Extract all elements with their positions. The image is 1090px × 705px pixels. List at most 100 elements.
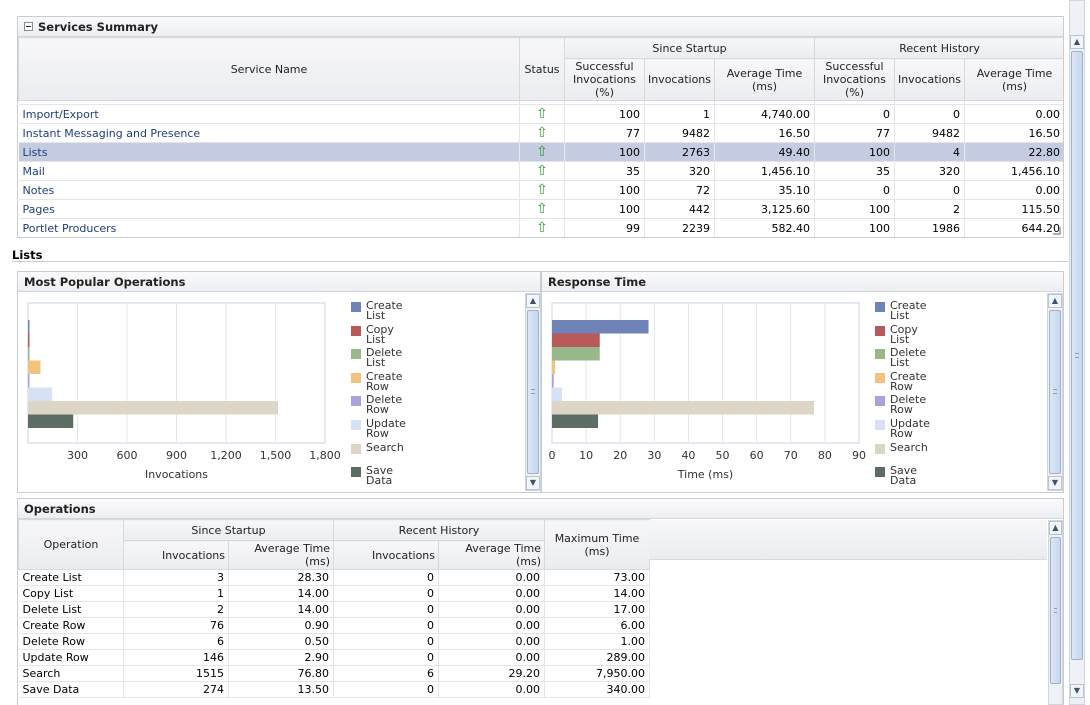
table-row[interactable]: Create List 3 28.30 0 0.00 73.00 xyxy=(18,569,650,586)
col-recent-avg-time[interactable]: Average Time (ms) xyxy=(963,58,1063,101)
col-service-name[interactable]: Service Name xyxy=(18,37,520,101)
bar-search[interactable] xyxy=(552,401,814,415)
service-name-link[interactable]: Lists xyxy=(18,142,520,162)
up-arrow-icon: ⇧ xyxy=(536,201,548,217)
scroll-up-icon[interactable]: ▲ xyxy=(1049,521,1062,535)
service-s-succ: 99 xyxy=(564,218,645,237)
bar-create-row[interactable] xyxy=(552,360,556,375)
legend-label: Create List xyxy=(366,299,403,322)
bar-delete-list[interactable] xyxy=(28,347,30,361)
legend-swatch xyxy=(875,325,885,336)
legend-swatch xyxy=(875,372,885,383)
service-name-link[interactable]: Mail xyxy=(18,161,520,181)
bar-update-row[interactable] xyxy=(552,387,562,402)
col-avg-time[interactable]: Average Time (ms) xyxy=(228,540,334,570)
scroll-down-icon[interactable]: ▼ xyxy=(1048,476,1062,490)
bar-save-data[interactable] xyxy=(552,414,599,429)
service-r-avg: 0.00 xyxy=(964,180,1063,200)
x-axis-label: Invocations xyxy=(145,468,208,481)
col-group-since-startup: Since Startup xyxy=(564,37,815,59)
bar-update-row[interactable] xyxy=(28,387,53,402)
bar-delete-row[interactable] xyxy=(28,374,30,388)
scroll-down-icon[interactable]: ▼ xyxy=(1070,684,1084,698)
scroll-thumb[interactable] xyxy=(1049,310,1061,474)
service-s-avg: 49.40 xyxy=(714,142,815,162)
legend-swatch xyxy=(875,349,885,360)
table-row[interactable]: Update Row 146 2.90 0 0.00 289.00 xyxy=(18,649,650,666)
col-recent-invocations[interactable]: Invocations xyxy=(894,58,965,101)
scroll-up-icon[interactable]: ▲ xyxy=(1070,35,1084,49)
col-avg-time[interactable]: Average Time (ms) xyxy=(714,58,815,101)
table-row[interactable]: Pages ⇧ 100 442 3,125.60 100 2 115.50 xyxy=(18,199,1063,219)
table-row[interactable]: Notes ⇧ 100 72 35.10 0 0 0.00 xyxy=(18,180,1063,200)
scroll-thumb[interactable] xyxy=(1071,51,1083,660)
table-row[interactable]: Copy List 1 14.00 0 0.00 14.00 xyxy=(18,585,650,602)
legend-label: Delete List xyxy=(366,346,403,370)
operation-name: Create List xyxy=(18,569,124,586)
table-row[interactable]: Portlet Producers ⇧ 99 2239 582.40 100 1986 644… xyxy=(18,218,1063,237)
operation-s-inv: 274 xyxy=(123,681,229,698)
scroll-thumb[interactable] xyxy=(527,310,539,474)
bar-delete-list[interactable] xyxy=(552,347,600,361)
table-row[interactable]: Instant Messaging and Presence ⇧ 77 9482 16.… xyxy=(18,123,1063,143)
col-recent-successful[interactable]: Successful Invocations (%) xyxy=(814,58,895,101)
legend-item: Delete Row xyxy=(351,394,402,415)
col-recent-invocations[interactable]: Invocations xyxy=(333,540,439,570)
bar-save-data[interactable] xyxy=(28,414,74,429)
legend-label: Search xyxy=(366,440,404,454)
bar-delete-row[interactable] xyxy=(552,374,554,388)
table-row[interactable]: Save Data 274 13.50 0 0.00 340.00 xyxy=(18,681,650,698)
scroll-thumb[interactable] xyxy=(1050,537,1061,684)
service-r-succ: 35 xyxy=(814,161,895,181)
legend-label: Save Data xyxy=(890,464,918,488)
table-row[interactable]: Delete List 2 14.00 0 0.00 17.00 xyxy=(18,601,650,618)
col-successful[interactable]: Successful Invocations (%) xyxy=(564,58,645,101)
collapse-icon[interactable] xyxy=(24,22,33,31)
col-max-time[interactable]: Maximum Time (ms) xyxy=(544,519,650,570)
bar-search[interactable] xyxy=(28,401,278,415)
services-summary-header[interactable]: Services Summary xyxy=(18,17,1063,37)
page-scrollbar[interactable]: ▲ ▼ xyxy=(1069,0,1085,705)
scroll-up-icon[interactable]: ▲ xyxy=(526,294,540,308)
service-s-succ: 77 xyxy=(564,123,645,143)
bar-create-list[interactable] xyxy=(28,320,30,334)
bar-create-row[interactable] xyxy=(28,360,41,375)
col-operation[interactable]: Operation xyxy=(18,519,124,570)
operations-scrollbar[interactable]: ▲ xyxy=(1048,520,1063,705)
x-tick-label: 1,200 xyxy=(210,449,242,462)
table-row[interactable]: Create Row 76 0.90 0 0.00 6.00 xyxy=(18,617,650,634)
operation-r-inv: 0 xyxy=(333,649,439,666)
service-r-succ: 100 xyxy=(814,218,895,237)
col-recent-avg-time[interactable]: Average Time (ms) xyxy=(438,540,545,570)
x-tick-label: 0 xyxy=(549,449,556,462)
popular-chart-scrollbar[interactable]: ▲ ▼ xyxy=(525,293,541,491)
scroll-up-icon[interactable]: ▲ xyxy=(1048,294,1062,308)
operation-r-avg: 0.00 xyxy=(438,569,545,586)
col-invocations[interactable]: Invocations xyxy=(123,540,229,570)
table-row[interactable]: Mail ⇧ 35 320 1,456.10 35 320 1,456.10 xyxy=(18,161,1063,181)
table-row[interactable]: Import/Export ⇧ 100 1 4,740.00 0 0 0.00 xyxy=(18,104,1063,124)
col-invocations[interactable]: Invocations xyxy=(644,58,715,101)
operation-r-inv: 0 xyxy=(333,601,439,618)
table-row[interactable]: Search 1515 76.80 6 29.20 7,950.00 xyxy=(18,665,650,682)
service-r-avg: 22.80 xyxy=(964,142,1063,162)
bar-copy-list[interactable] xyxy=(28,333,30,348)
services-table: Service Name Status Since Startup Recent… xyxy=(18,37,1063,237)
scroll-down-icon[interactable]: ▼ xyxy=(526,476,540,490)
service-name-link[interactable]: Instant Messaging and Presence xyxy=(18,123,520,143)
response-chart-scrollbar[interactable]: ▲ ▼ xyxy=(1047,293,1063,491)
service-name-link[interactable]: Import/Export xyxy=(18,104,520,124)
bar-create-list[interactable] xyxy=(552,320,649,334)
bar-copy-list[interactable] xyxy=(552,333,600,348)
operation-max: 73.00 xyxy=(544,569,650,586)
service-name-link[interactable]: Portlet Producers xyxy=(18,218,520,237)
legend-item: Copy List xyxy=(875,324,918,345)
table-row[interactable]: Delete Row 6 0.50 0 0.00 1.00 xyxy=(18,633,650,650)
service-name-link[interactable]: Notes xyxy=(18,180,520,200)
operation-name: Delete Row xyxy=(18,633,124,650)
col-status[interactable]: Status xyxy=(519,37,565,101)
table-row[interactable]: Lists ⇧ 100 2763 49.40 100 4 22.80 xyxy=(18,142,1063,162)
resize-handle-icon[interactable] xyxy=(1053,227,1061,235)
service-name-link[interactable]: Pages xyxy=(18,199,520,219)
operation-s-inv: 146 xyxy=(123,649,229,666)
